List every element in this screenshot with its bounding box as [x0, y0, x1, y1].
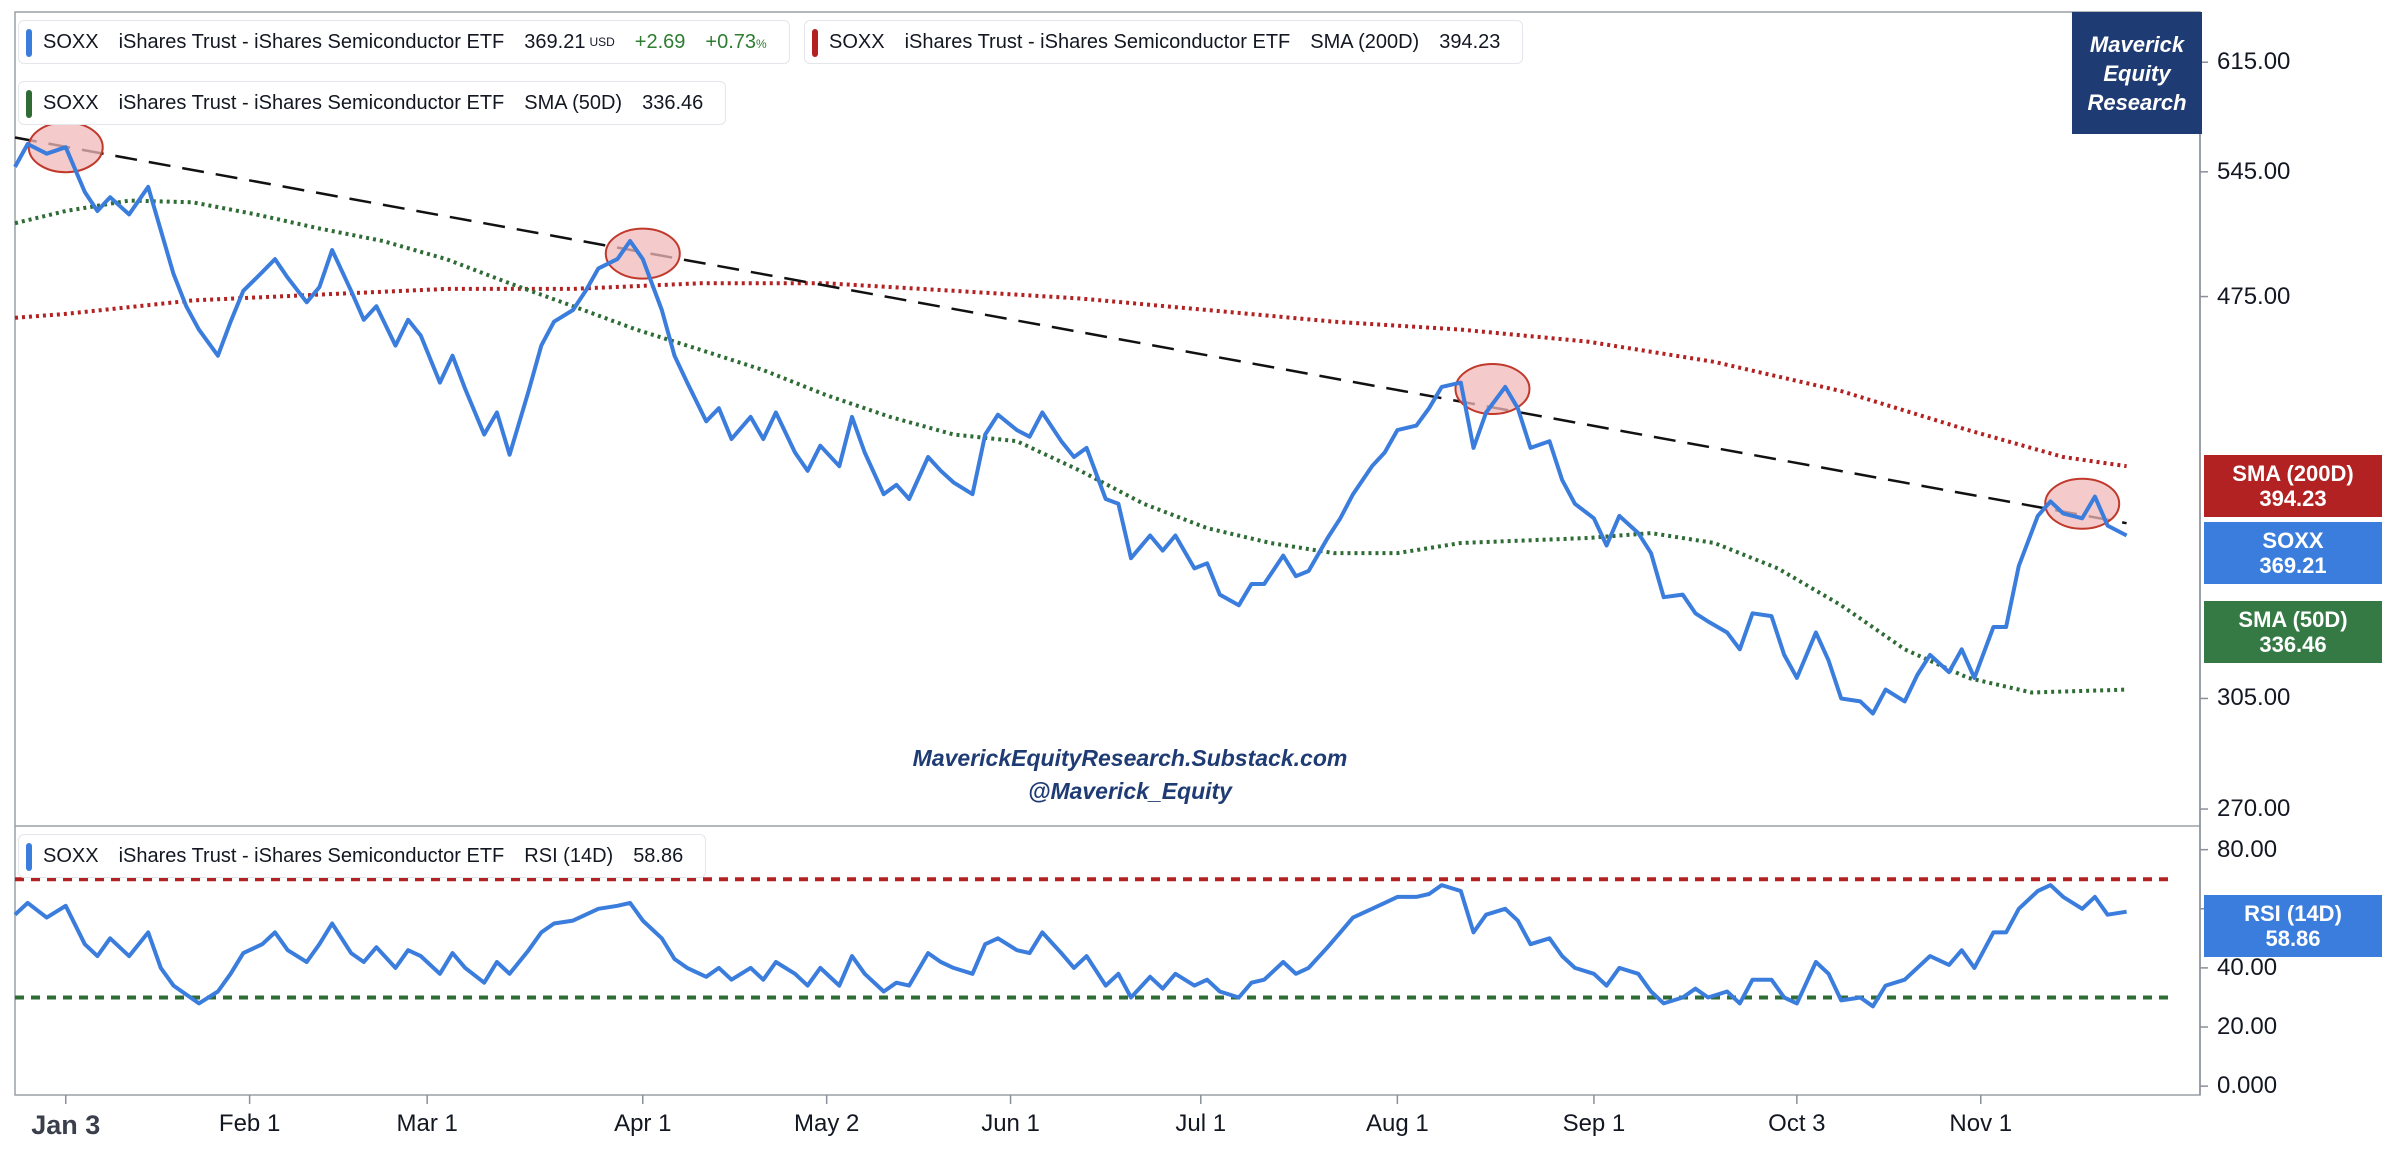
legend-sma200-name: iShares Trust - iShares Semiconductor ET… [904, 30, 1291, 53]
rsi-tick-80-00: 80.00 [2217, 835, 2278, 863]
legend-rsi-name: iShares Trust - iShares Semiconductor ET… [118, 844, 505, 867]
trendline [14, 136, 2127, 525]
watermark-url: MaverickEquityResearch.Substack.com [912, 745, 1348, 771]
legend-rsi-indicator: RSI (14D) [524, 844, 614, 867]
highlight-circle-4 [2044, 477, 2121, 530]
legend-sma50-swatch [26, 90, 32, 118]
plot-frame [14, 11, 2201, 1096]
tag-sma200-value: 394.23 [2259, 486, 2327, 511]
legend-price-change-pct: +0.73% [705, 31, 766, 54]
highlight-circle-3 [1454, 362, 1531, 415]
tag-sma200: SMA (200D) 394.23 [2204, 455, 2382, 517]
price-tick-305-00: 305.00 [2217, 684, 2291, 712]
x-tick-jun-1: Jun 1 [981, 1110, 1040, 1137]
legend-price-change: +2.69 [634, 30, 686, 53]
brand-line-3: Research [2087, 89, 2187, 115]
tag-rsi: RSI (14D) 58.86 [2204, 895, 2382, 957]
rsi-group [13, 877, 2170, 1009]
x-tick-may-2: May 2 [793, 1110, 860, 1137]
legend-sma50-name: iShares Trust - iShares Semiconductor ET… [118, 91, 505, 114]
x-tick-aug-1: Aug 1 [1366, 1110, 1429, 1137]
legend-sma50-value: 336.46 [642, 91, 704, 114]
sma50-line [14, 198, 2127, 695]
watermark-handle: @Maverick_Equity [1028, 778, 1232, 804]
legend-sma200-value: 394.23 [1439, 30, 1501, 53]
tag-rsi-label: RSI (14D) [2244, 901, 2342, 926]
brand-line-1: Maverick [2089, 31, 2185, 57]
legend-sma200[interactable]: SOXX iShares Trust - iShares Semiconduct… [804, 20, 1524, 64]
tag-sma50-value: 336.46 [2259, 632, 2327, 657]
x-tick-nov-1: Nov 1 [1949, 1110, 2013, 1137]
legend-sma200-indicator: SMA (200D) [1310, 30, 1420, 53]
price-tick-475-00: 475.00 [2217, 282, 2291, 310]
price-group [13, 142, 2128, 716]
legend-rsi[interactable]: SOXX iShares Trust - iShares Semiconduct… [18, 834, 707, 878]
highlight-group [27, 121, 2121, 530]
legend-price-name: iShares Trust - iShares Semiconductor ET… [118, 30, 505, 53]
legend-price-swatch [26, 29, 32, 57]
x-tick-mar-1: Mar 1 [396, 1110, 458, 1137]
legend-rsi-swatch [26, 843, 32, 871]
rsi-line [13, 883, 2127, 1009]
rsi-tick-40-00: 40.00 [2217, 953, 2278, 981]
legend-sma200-swatch [812, 29, 818, 57]
tag-soxx-label: SOXX [2262, 528, 2324, 553]
x-tick-jul-1: Jul 1 [1175, 1110, 1227, 1137]
tag-rsi-value: 58.86 [2265, 926, 2321, 951]
legend-rsi-value: 58.86 [633, 844, 684, 867]
legend-price-symbol: SOXX [43, 30, 99, 53]
tag-sma200-label: SMA (200D) [2232, 461, 2354, 486]
trendline-group [14, 136, 2127, 525]
x-tick-feb-1: Feb 1 [218, 1110, 281, 1137]
sma200-group [14, 281, 2127, 469]
tag-sma50: SMA (50D) 336.46 [2204, 601, 2382, 663]
legend-change-pct-value: +0.73 [705, 30, 757, 53]
legend-price-value: 369.21 [524, 30, 586, 53]
legend-sma200-symbol: SOXX [829, 30, 885, 53]
sma200-line [14, 281, 2127, 469]
brand-line-2: Equity [2103, 60, 2171, 86]
legend-price[interactable]: SOXX iShares Trust - iShares Semiconduct… [18, 20, 790, 64]
x-tick-oct-3: Oct 3 [1768, 1110, 1826, 1137]
price-tick-615-00: 615.00 [2217, 48, 2291, 76]
tag-soxx: SOXX 369.21 [2204, 522, 2382, 584]
x-tick-sep-1: Sep 1 [1562, 1110, 1626, 1137]
legend-price-currency: USD [589, 35, 615, 49]
price-line [13, 142, 2128, 716]
price-tick-270-00: 270.00 [2217, 795, 2291, 823]
highlight-circle-2 [604, 227, 681, 280]
x-tick-jan-3: Jan 3 [31, 1110, 101, 1140]
legend-sma50-symbol: SOXX [43, 91, 99, 114]
price-tick-545-00: 545.00 [2217, 157, 2291, 185]
legend-sma50[interactable]: SOXX iShares Trust - iShares Semiconduct… [18, 81, 727, 125]
brand-logo: Maverick Equity Research [2072, 12, 2202, 134]
rsi-tick-20-00: 20.00 [2217, 1013, 2278, 1040]
legend-sma50-indicator: SMA (50D) [524, 91, 623, 114]
tag-sma50-label: SMA (50D) [2238, 607, 2348, 632]
x-tick-marks [64, 1095, 1982, 1104]
rsi-tick-0-000: 0.000 [2217, 1072, 2278, 1100]
legend-change-pct-sign: % [756, 36, 767, 51]
x-tick-apr-1: Apr 1 [614, 1110, 672, 1137]
sma50-group [14, 198, 2127, 695]
tag-soxx-value: 369.21 [2259, 553, 2327, 578]
legend-rsi-symbol: SOXX [43, 844, 99, 867]
